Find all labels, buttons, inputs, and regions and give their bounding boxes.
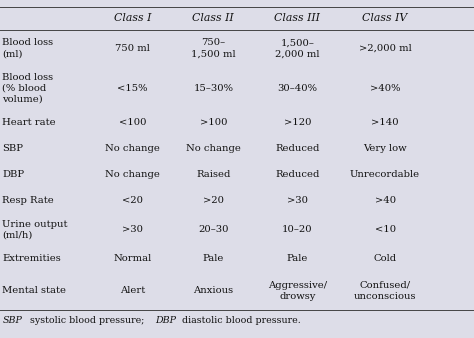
Text: Heart rate: Heart rate <box>2 118 56 127</box>
Text: Confused/
unconscious: Confused/ unconscious <box>354 281 416 300</box>
Text: 750–
1,500 ml: 750– 1,500 ml <box>191 39 236 58</box>
Text: >100: >100 <box>200 118 227 127</box>
Text: >40%: >40% <box>370 84 401 93</box>
Text: 30–40%: 30–40% <box>277 84 318 93</box>
Text: diastolic blood pressure.: diastolic blood pressure. <box>182 316 301 325</box>
Text: Reduced: Reduced <box>275 144 319 153</box>
Text: <10: <10 <box>374 225 396 234</box>
Text: Mental state: Mental state <box>2 286 66 295</box>
Text: SBP: SBP <box>2 316 22 325</box>
Text: >40: >40 <box>374 196 396 206</box>
Text: Class II: Class II <box>192 14 234 23</box>
Text: 15–30%: 15–30% <box>193 84 233 93</box>
Text: Blood loss
(% blood
volume): Blood loss (% blood volume) <box>2 73 54 104</box>
Text: Very low: Very low <box>363 144 407 153</box>
Text: Resp Rate: Resp Rate <box>2 196 54 206</box>
Text: Anxious: Anxious <box>193 286 233 295</box>
Text: DBP: DBP <box>155 316 176 325</box>
Text: >120: >120 <box>283 118 311 127</box>
Text: systolic blood pressure;: systolic blood pressure; <box>30 316 147 325</box>
Text: >30: >30 <box>122 225 143 234</box>
Text: <15%: <15% <box>118 84 148 93</box>
Text: <100: <100 <box>119 118 146 127</box>
Text: Aggressive/
drowsy: Aggressive/ drowsy <box>268 281 327 300</box>
Text: 20–30: 20–30 <box>198 225 228 234</box>
Text: Blood loss
(ml): Blood loss (ml) <box>2 39 54 58</box>
Text: Unrecordable: Unrecordable <box>350 170 420 179</box>
Text: Class IV: Class IV <box>363 14 408 23</box>
Text: 1,500–
2,000 ml: 1,500– 2,000 ml <box>275 39 319 58</box>
Text: No change: No change <box>105 170 160 179</box>
Text: Extremities: Extremities <box>2 254 61 263</box>
Text: Pale: Pale <box>287 254 308 263</box>
Text: Normal: Normal <box>114 254 152 263</box>
Text: Alert: Alert <box>120 286 146 295</box>
Text: Reduced: Reduced <box>275 170 319 179</box>
Text: No change: No change <box>186 144 241 153</box>
Text: >140: >140 <box>371 118 399 127</box>
Text: >20: >20 <box>203 196 224 206</box>
Text: Pale: Pale <box>202 254 224 263</box>
Text: 10–20: 10–20 <box>282 225 313 234</box>
Text: DBP: DBP <box>2 170 25 179</box>
Text: 750 ml: 750 ml <box>115 44 150 53</box>
Text: No change: No change <box>105 144 160 153</box>
Text: Urine output
(ml/h): Urine output (ml/h) <box>2 220 68 240</box>
Text: <20: <20 <box>122 196 143 206</box>
Text: SBP: SBP <box>2 144 23 153</box>
Text: >2,000 ml: >2,000 ml <box>359 44 411 53</box>
Text: Raised: Raised <box>196 170 230 179</box>
Text: Cold: Cold <box>374 254 397 263</box>
Text: >30: >30 <box>287 196 308 206</box>
Text: Class III: Class III <box>274 14 320 23</box>
Text: Class I: Class I <box>114 14 151 23</box>
